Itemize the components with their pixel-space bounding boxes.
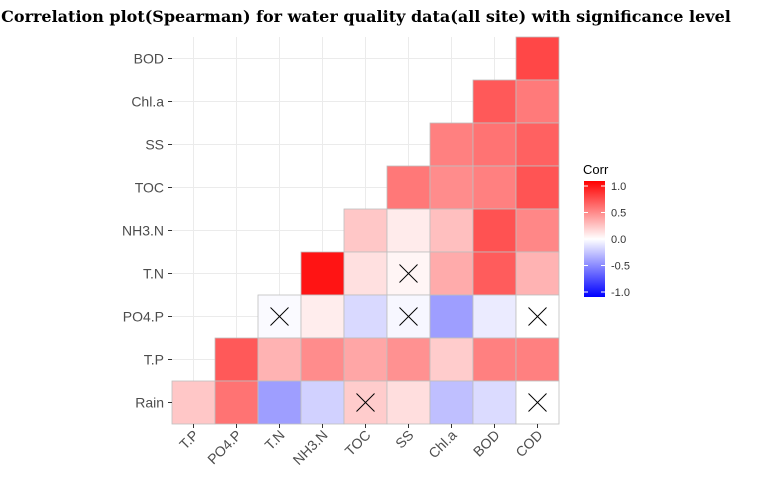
x-axis-ticks: T.P PO4.P T.N NH3.N TOC SS Chl.a BOD COD [176, 424, 546, 468]
x-tick-label: Chl.a [425, 427, 460, 462]
heatmap-cell [429, 337, 474, 382]
y-tick-label: BOD [134, 51, 164, 67]
heatmap-cell [300, 294, 345, 339]
legend-tick-label: 0.5 [611, 208, 626, 220]
heatmap-cell [300, 337, 345, 382]
x-tick-label: T.N [261, 427, 287, 453]
heatmap-cell [214, 380, 259, 425]
legend-tick-label: 1.0 [611, 181, 626, 193]
heatmap-cells [171, 36, 560, 425]
y-tick-label: T.P [144, 352, 164, 368]
heatmap-cell [343, 337, 388, 382]
y-axis-ticks: BOD Chl.a SS TOC NH3.N T.N PO4.P T.P Rain [122, 51, 172, 411]
heatmap-cell [472, 79, 517, 124]
x-tick-label: SS [392, 427, 417, 452]
x-tick-label: COD [512, 427, 545, 460]
heatmap-cell [472, 337, 517, 382]
x-tick-label: BOD [470, 427, 503, 460]
insignificant-cross-mark [356, 393, 375, 412]
y-tick-label: PO4.P [123, 309, 164, 325]
heatmap-cell [386, 380, 431, 425]
x-tick-label: NH3.N [290, 427, 331, 468]
heatmap-cell [472, 380, 517, 425]
heatmap-cell [515, 122, 560, 167]
heatmap-cell [429, 122, 474, 167]
heatmap-cell [429, 294, 474, 339]
y-tick-label: Chl.a [131, 94, 164, 110]
heatmap-cell [515, 79, 560, 124]
heatmap-cell [472, 294, 517, 339]
heatmap-cell [429, 208, 474, 253]
x-tick-label: PO4.P [204, 427, 244, 467]
heatmap-cell [386, 208, 431, 253]
heatmap-cell [386, 165, 431, 210]
heatmap-cell [472, 165, 517, 210]
heatmap-cell [300, 380, 345, 425]
insignificant-cross-mark [528, 307, 547, 326]
heatmap-cell [429, 165, 474, 210]
y-tick-label: NH3.N [122, 223, 164, 239]
y-tick-label: TOC [135, 180, 164, 196]
insignificant-cross-mark [399, 307, 418, 326]
heatmap-cell [214, 337, 259, 382]
heatmap-cell [343, 208, 388, 253]
heatmap-cell [343, 294, 388, 339]
insignificant-marks [270, 264, 547, 412]
y-tick-label: Rain [135, 395, 164, 411]
legend-tick-label: -0.5 [611, 261, 630, 273]
heatmap-cell [515, 165, 560, 210]
heatmap-cell [515, 251, 560, 296]
heatmap-cell [257, 380, 302, 425]
insignificant-cross-mark [528, 393, 547, 412]
y-tick-label: SS [145, 137, 164, 153]
x-tick-label: TOC [342, 427, 374, 459]
heatmap-cell [515, 36, 560, 81]
heatmap-cell [257, 337, 302, 382]
heatmap-cell [386, 337, 431, 382]
legend-tick-label: 0.0 [611, 234, 626, 246]
legend-tick-label: -1.0 [611, 287, 630, 299]
heatmap-cell [515, 208, 560, 253]
x-tick-label: T.P [176, 427, 202, 453]
heatmap-cell [472, 251, 517, 296]
chart-title: Correlation plot(Spearman) for water qua… [1, 7, 731, 26]
heatmap-cell [300, 251, 345, 296]
insignificant-cross-mark [270, 307, 289, 326]
insignificant-cross-mark [399, 264, 418, 283]
legend-colorbar [584, 181, 605, 297]
heatmap-cell [429, 251, 474, 296]
legend-title: Corr [583, 162, 609, 177]
y-tick-label: T.N [143, 266, 164, 282]
heatmap-cell [343, 251, 388, 296]
color-legend: Corr 1.0 0.5 0.0 -0.5 -1.0 [583, 162, 630, 299]
heatmap-cell [472, 208, 517, 253]
heatmap-cell [171, 380, 216, 425]
heatmap-cell [472, 122, 517, 167]
heatmap-cell [429, 380, 474, 425]
heatmap-cell [515, 337, 560, 382]
